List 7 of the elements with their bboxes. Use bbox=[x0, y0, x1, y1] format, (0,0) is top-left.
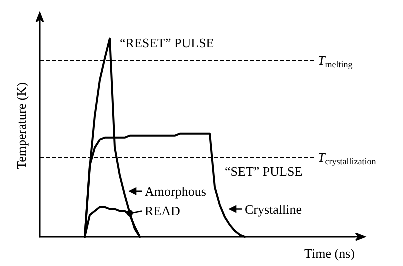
annotation: “SET” PULSE bbox=[225, 164, 303, 180]
y-axis-title: Temperature (K) bbox=[14, 82, 29, 170]
annotation: Crystalline bbox=[245, 202, 302, 217]
annotation: READ bbox=[145, 204, 180, 219]
annotation: “RESET” PULSE bbox=[120, 35, 214, 50]
annotation: Amorphous bbox=[145, 184, 206, 199]
x-axis-title: Time (ns) bbox=[304, 246, 355, 261]
